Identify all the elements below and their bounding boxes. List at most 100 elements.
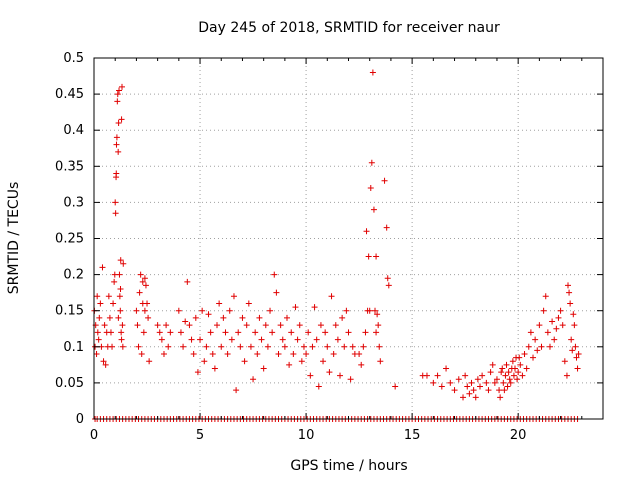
data-point xyxy=(158,336,165,343)
y-tick-label: 0.35 xyxy=(55,159,84,174)
data-point xyxy=(516,354,523,361)
data-point xyxy=(300,343,307,350)
y-tick-label: 0.45 xyxy=(55,87,84,102)
data-point xyxy=(101,322,108,329)
data-point xyxy=(116,293,123,300)
data-point xyxy=(141,307,148,314)
x-tick-labels: 0 5 10 15 20 xyxy=(90,428,527,443)
data-point xyxy=(216,300,223,307)
data-point xyxy=(199,307,206,314)
x-tick-label: 15 xyxy=(404,428,421,443)
data-point xyxy=(146,358,153,365)
gridlines xyxy=(94,58,603,419)
data-point xyxy=(493,376,500,383)
chart-title: Day 245 of 2018, SRMTID for receiver nau… xyxy=(198,20,500,36)
x-tick-label: 5 xyxy=(196,428,204,443)
data-point xyxy=(288,329,295,336)
data-point xyxy=(95,336,102,343)
data-point xyxy=(239,314,246,321)
data-point xyxy=(230,293,237,300)
data-point xyxy=(498,369,505,376)
data-point xyxy=(167,329,174,336)
data-point xyxy=(283,314,290,321)
data-point xyxy=(332,322,339,329)
data-point xyxy=(464,383,471,390)
data-point xyxy=(245,300,252,307)
data-point xyxy=(180,343,187,350)
y-tick-label: 0.05 xyxy=(55,376,84,391)
data-point xyxy=(557,307,564,314)
data-point xyxy=(117,257,124,264)
data-point xyxy=(553,325,560,332)
data-point xyxy=(136,289,143,296)
data-point xyxy=(510,372,517,379)
data-point xyxy=(118,83,125,90)
data-point xyxy=(116,87,123,94)
data-point xyxy=(252,329,259,336)
data-point xyxy=(506,376,513,383)
data-point xyxy=(292,304,299,311)
data-point xyxy=(275,351,282,358)
data-point xyxy=(423,372,430,379)
data-point xyxy=(487,369,494,376)
data-point xyxy=(334,336,341,343)
data-point xyxy=(466,390,473,397)
data-point xyxy=(430,379,437,386)
y-axis-label: SRMTID / TECUs xyxy=(6,182,22,295)
data-point xyxy=(551,336,558,343)
data-point xyxy=(567,300,574,307)
y-tick-label: 0.15 xyxy=(55,304,84,319)
data-point xyxy=(250,376,257,383)
data-point xyxy=(343,307,350,314)
data-point xyxy=(339,314,346,321)
data-point xyxy=(226,307,233,314)
data-point xyxy=(96,314,103,321)
data-point xyxy=(214,322,221,329)
data-point xyxy=(105,293,112,300)
data-point xyxy=(569,347,576,354)
data-point xyxy=(532,336,539,343)
data-point xyxy=(140,329,147,336)
data-point xyxy=(117,307,124,314)
data-point xyxy=(373,253,380,260)
data-point xyxy=(106,314,113,321)
data-point xyxy=(135,343,142,350)
data-point xyxy=(311,304,318,311)
data-point xyxy=(365,253,372,260)
data-point xyxy=(186,322,193,329)
data-point xyxy=(138,351,145,358)
data-point xyxy=(111,278,118,285)
data-point xyxy=(233,387,240,394)
data-point xyxy=(165,343,172,350)
data-point xyxy=(218,343,225,350)
data-point xyxy=(190,351,197,358)
data-point xyxy=(139,300,146,307)
data-point xyxy=(555,314,562,321)
y-tick-label: 0.25 xyxy=(55,232,84,247)
data-point xyxy=(192,314,199,321)
data-point xyxy=(347,376,354,383)
data-point xyxy=(511,365,518,372)
y-tick-label: 0.1 xyxy=(63,340,84,355)
data-point xyxy=(574,365,581,372)
data-point xyxy=(385,282,392,289)
data-point xyxy=(523,365,530,372)
data-point xyxy=(307,372,314,379)
data-point xyxy=(224,351,231,358)
data-point xyxy=(177,329,184,336)
data-point xyxy=(573,354,580,361)
data-point xyxy=(525,343,532,350)
data-point xyxy=(209,351,216,358)
data-point xyxy=(358,361,365,368)
data-point xyxy=(256,314,263,321)
data-point xyxy=(237,343,244,350)
data-point xyxy=(372,307,379,314)
data-point xyxy=(362,329,369,336)
data-point xyxy=(503,361,510,368)
data-point xyxy=(264,343,271,350)
data-point xyxy=(546,343,553,350)
data-point xyxy=(137,271,144,278)
data-point xyxy=(118,336,125,343)
data-points xyxy=(91,69,582,422)
data-point xyxy=(109,343,116,350)
